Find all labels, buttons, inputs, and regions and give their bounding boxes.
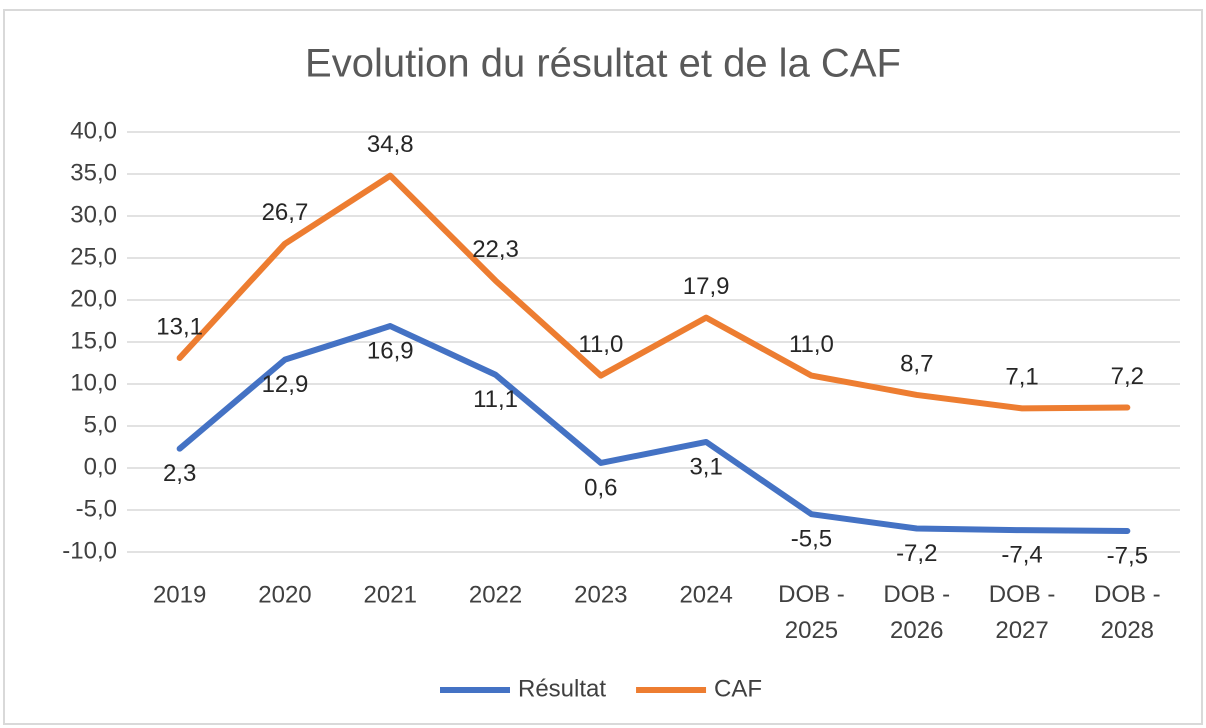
data-label: 7,2	[1111, 363, 1144, 390]
x-tick-label: 2023	[574, 581, 627, 608]
chart-frame	[3, 9, 1203, 725]
data-label: -5,5	[791, 526, 832, 553]
legend-label: Résultat	[518, 675, 606, 702]
y-tick-label: 20,0	[70, 285, 117, 312]
x-tick-label: 2021	[364, 581, 417, 608]
data-label: 26,7	[262, 199, 309, 226]
x-tick-label: DOB -2025	[778, 581, 845, 644]
data-label: -7,2	[896, 540, 937, 567]
x-tick-label: DOB -2026	[883, 581, 950, 644]
y-tick-label: 25,0	[70, 243, 117, 270]
data-label: 13,1	[156, 313, 203, 340]
data-label: 2,3	[163, 460, 196, 487]
y-tick-label: 30,0	[70, 201, 117, 228]
data-label: -7,4	[1001, 542, 1042, 569]
x-tick-label: 2020	[258, 581, 311, 608]
data-label: -7,5	[1107, 542, 1148, 569]
y-tick-label: 15,0	[70, 327, 117, 354]
data-label: 11,0	[789, 331, 834, 358]
data-label: 3,1	[689, 453, 722, 480]
x-tick-label: 2024	[679, 581, 732, 608]
data-label: 17,9	[683, 273, 730, 300]
data-label: 8,7	[900, 350, 933, 377]
data-label: 7,1	[1005, 364, 1038, 391]
y-tick-label: -5,0	[76, 495, 117, 522]
x-tick-label: DOB -2027	[989, 581, 1056, 644]
y-tick-label: 10,0	[70, 369, 117, 396]
data-label: 12,9	[262, 371, 309, 398]
data-label: 11,0	[578, 331, 623, 358]
series-line	[176, 172, 1131, 412]
y-tick-label: 5,0	[84, 411, 117, 438]
data-label: 11,1	[473, 386, 518, 413]
series-line	[176, 323, 1131, 534]
data-label: 0,6	[584, 474, 617, 501]
y-tick-label: 35,0	[70, 159, 117, 186]
x-tick-label: 2019	[153, 581, 206, 608]
chart-title: Evolution du résultat et de la CAF	[305, 42, 901, 86]
legend-label: CAF	[714, 675, 762, 702]
x-tick-label: 2022	[469, 581, 522, 608]
x-tick-label: DOB -2028	[1094, 581, 1161, 644]
data-label: 22,3	[472, 236, 519, 263]
y-tick-label: -10,0	[62, 537, 117, 564]
data-label: 34,8	[367, 131, 414, 158]
y-tick-label: 0,0	[84, 453, 117, 480]
y-tick-label: 40,0	[70, 117, 117, 144]
data-label: 16,9	[367, 337, 414, 364]
